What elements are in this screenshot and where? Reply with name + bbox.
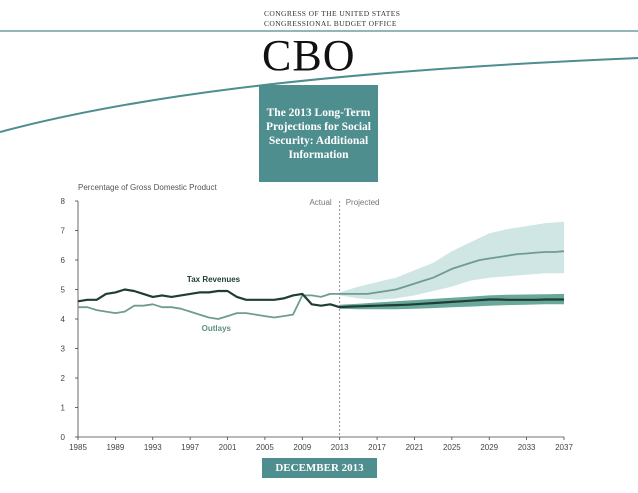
y-tick-label: 4 [61,315,66,324]
outlays-label: Outlays [202,324,232,333]
x-tick-label: 2033 [518,443,536,452]
x-tick-label: 1985 [69,443,87,452]
y-axis-title: Percentage of Gross Domestic Product [78,183,218,192]
y-tick-label: 7 [61,227,66,236]
actual-label: Actual [309,198,331,207]
y-tick-label: 1 [61,404,66,413]
chart-axes: 0 1 2 3 4 5 6 7 8 1985 1989 1993 1997 2001 2005 2009 201… [61,197,574,452]
x-tick-label: 2013 [331,443,349,452]
x-tick-label: 1989 [106,443,124,452]
x-tick-label: 2009 [293,443,311,452]
y-tick-label: 8 [61,197,66,206]
x-tick-label: 2001 [219,443,237,452]
x-tick-label: 2025 [443,443,461,452]
report-title: The 2013 Long-Term Projections for Socia… [266,106,371,161]
x-tick-label: 2037 [555,443,573,452]
x-tick-label: 1993 [144,443,162,452]
org-name: CONGRESS OF THE UNITED STATES CONGRESSIO… [264,9,400,29]
chart-lines [77,250,565,320]
y-tick-label: 2 [61,374,66,383]
org-line-1: CONGRESS OF THE UNITED STATES [264,9,401,18]
report-date: DECEMBER 2013 [275,462,364,474]
tax-revenues-label: Tax Revenues [187,275,241,284]
org-line-2: CONGRESSIONAL BUDGET OFFICE [264,19,397,28]
y-tick-label: 6 [61,256,66,265]
cbo-logo: CBO [262,31,356,80]
arc-swoosh [0,57,638,133]
y-tick-label: 5 [61,286,66,295]
date-badge: DECEMBER 2013 [262,458,377,478]
outlays-uncertainty-band [339,221,564,300]
y-tick-label: 0 [61,433,66,442]
projected-label: Projected [346,198,380,207]
y-tick-label: 3 [61,345,66,354]
x-tick-label: 2021 [406,443,424,452]
outlays-line [78,250,565,320]
x-tick-label: 2017 [368,443,386,452]
report-title-box: The 2013 Long-Term Projections for Socia… [259,85,378,182]
x-tick-label: 2029 [480,443,498,452]
x-tick-label: 2005 [256,443,274,452]
tax-revenues-line [77,288,564,309]
chart-bands [339,221,564,310]
x-tick-label: 1997 [181,443,199,452]
